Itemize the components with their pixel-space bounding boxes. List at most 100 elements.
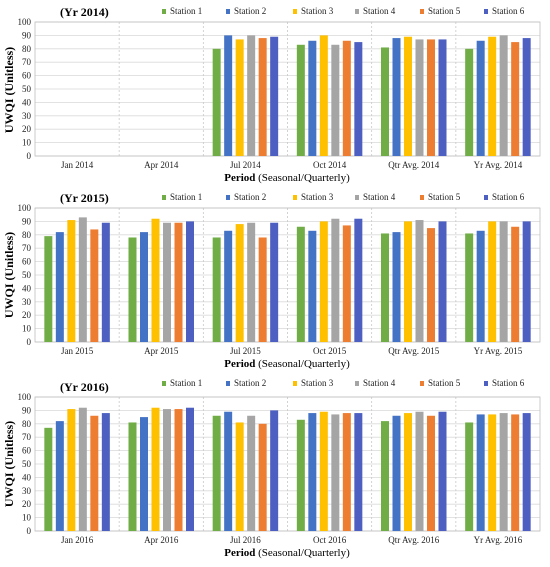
legend-label: Station 5 (428, 192, 461, 202)
chart-panel-2: 0 10 20 30 40 50 60 70 80 90 100 Jan 2015 Apr 2015 Ju… (2, 191, 541, 370)
y-tick-label: 70 (22, 57, 32, 67)
legend-swatch (484, 9, 488, 14)
legend-label: Station 6 (492, 6, 525, 16)
x-tick-label: Jul 2015 (230, 346, 261, 356)
bar-station-5 (258, 423, 267, 531)
legend-label: Station 6 (492, 192, 525, 202)
bar-station-3 (319, 35, 328, 156)
plot-frame (34, 207, 541, 343)
x-axis-label-main: Period (224, 547, 258, 559)
x-axis-label-main: Period (224, 358, 258, 370)
bar-station-3 (235, 39, 244, 156)
y-tick-label: 20 (22, 310, 32, 320)
bar-station-2 (55, 232, 64, 342)
plot-frame (34, 21, 541, 157)
bar-station-2 (392, 38, 401, 156)
bar-station-2 (392, 232, 401, 342)
x-axis-label-note: (Seasonal/Quarterly) (258, 358, 350, 370)
legend-swatch (293, 195, 297, 200)
legend-swatch (226, 195, 230, 200)
y-tick-label: 60 (22, 71, 32, 81)
y-tick-label: 20 (22, 124, 32, 134)
legend-label: Station 3 (301, 6, 334, 16)
y-axis-label: UWQI (Unitless) (2, 421, 16, 507)
bar-station-1 (381, 421, 389, 531)
x-tick-label: Jul 2014 (230, 160, 261, 170)
y-tick-label: 0 (27, 337, 32, 347)
bar-station-2 (224, 230, 233, 342)
y-tick-label: 30 (22, 486, 32, 496)
bar-station-2 (140, 417, 148, 531)
y-tick-label: 10 (22, 138, 32, 148)
y-tick-label: 70 (22, 432, 32, 442)
chart-title: (Yr 2014) (60, 5, 109, 19)
x-tick-label: Jan 2015 (61, 346, 94, 356)
bar-station-6 (354, 42, 363, 156)
legend-swatch (293, 9, 297, 14)
bar-station-2 (392, 415, 401, 531)
chart-panel-3: 0 10 20 30 40 50 60 70 80 90 100 Jan 2016 Apr 2016 Ju… (2, 378, 541, 559)
y-tick-label: 30 (22, 297, 32, 307)
y-tick-label: 90 (22, 30, 32, 40)
bar-station-1 (296, 226, 305, 342)
bar-station-3 (404, 36, 412, 156)
y-tick-label: 0 (27, 526, 32, 536)
bar-station-6 (522, 413, 531, 531)
bar-station-6 (522, 38, 531, 156)
bar-station-4 (331, 218, 340, 342)
y-tick-label: 90 (22, 405, 32, 415)
legend-label: Station 2 (234, 378, 266, 388)
bar-station-3 (488, 36, 497, 156)
legend-label: Station 1 (170, 378, 202, 388)
bar-station-6 (522, 221, 531, 342)
legend-swatch (420, 9, 424, 14)
bar-station-4 (499, 413, 508, 531)
bar-station-5 (258, 38, 267, 156)
x-axis-label-note: (Seasonal/Quarterly) (258, 547, 350, 559)
bar-station-5 (511, 226, 520, 342)
bar-station-3 (404, 413, 412, 531)
legend-swatch (293, 381, 297, 386)
bar-station-2 (308, 40, 317, 157)
bar-station-5 (174, 409, 183, 531)
legend-label: Station 4 (363, 378, 396, 388)
bar-station-1 (128, 422, 137, 531)
bar-station-6 (101, 413, 110, 531)
y-tick-label: 40 (22, 97, 32, 107)
bar-station-5 (258, 237, 267, 342)
y-tick-label: 80 (22, 230, 32, 240)
x-tick-label: Qtr Avg. 2015 (388, 346, 440, 356)
bar-station-3 (319, 411, 328, 531)
bar-station-5 (342, 40, 351, 157)
bar-station-4 (78, 407, 87, 531)
x-tick-label: Oct 2015 (313, 346, 347, 356)
legend-label: Station 4 (363, 192, 396, 202)
y-tick-label: 40 (22, 472, 32, 482)
bar-station-5 (90, 415, 99, 531)
x-tick-label: Yr Avg. 2014 (474, 160, 523, 170)
legend-swatch (355, 381, 359, 386)
bar-station-4 (415, 220, 424, 342)
bar-station-4 (415, 39, 424, 156)
bar-station-4 (163, 409, 171, 531)
legend-swatch (226, 381, 230, 386)
bar-station-6 (438, 411, 447, 531)
bar-station-4 (78, 217, 87, 342)
bar-station-3 (488, 414, 497, 531)
y-tick-label: 30 (22, 111, 32, 121)
bar-station-4 (247, 35, 256, 156)
bar-station-4 (163, 222, 171, 342)
bar-station-1 (44, 236, 53, 342)
bar-station-5 (342, 225, 351, 342)
bar-station-1 (296, 44, 305, 156)
bar-station-3 (151, 218, 160, 342)
legend-label: Station 1 (170, 192, 202, 202)
bar-station-2 (476, 414, 485, 531)
legend-swatch (162, 9, 166, 14)
bar-station-1 (465, 233, 474, 342)
bar-station-1 (296, 419, 305, 531)
bar-station-2 (140, 232, 148, 342)
bar-station-3 (319, 221, 328, 342)
legend-swatch (162, 195, 166, 200)
legend-swatch (484, 195, 488, 200)
